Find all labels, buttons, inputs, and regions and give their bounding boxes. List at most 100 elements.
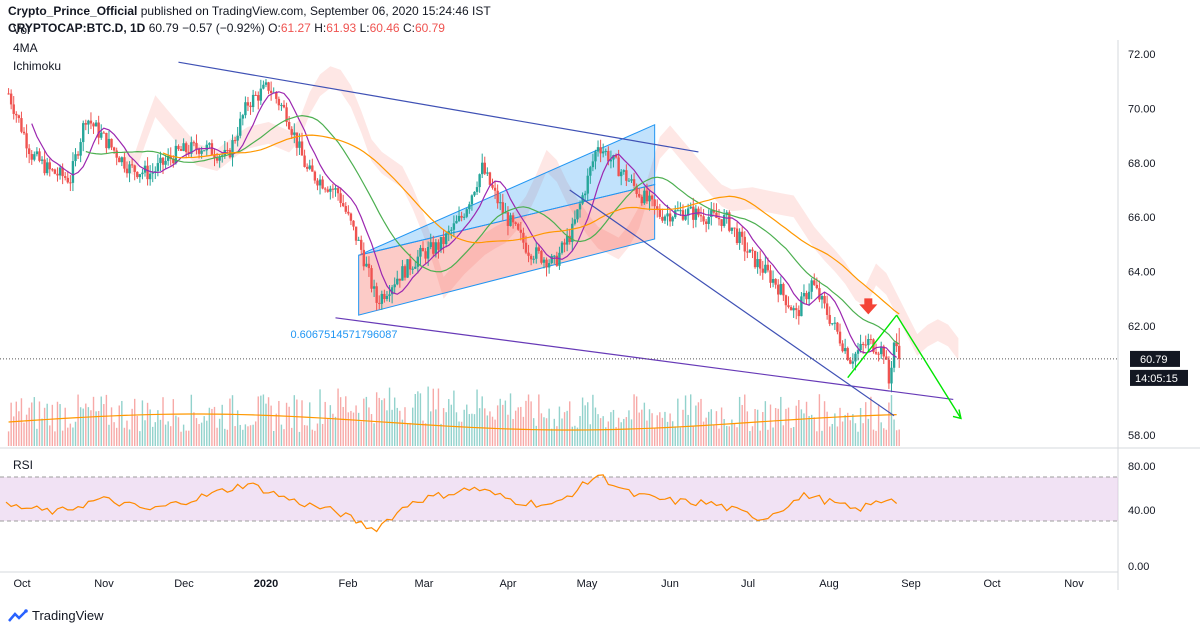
candle-body [383,293,386,300]
candle [58,164,62,180]
candle [730,227,734,235]
candle-body [393,284,396,288]
candle-body [802,293,806,297]
indicator-4ma[interactable]: 4MA [13,41,38,55]
candle-body [311,165,314,172]
volume-bar [844,414,846,446]
candle [697,206,700,218]
candle-body [360,239,363,250]
volume-bar [785,408,787,446]
candle-body [609,159,613,162]
volume-bar [623,418,625,446]
candle [733,227,736,237]
candle-body [398,278,402,281]
volume-bar [291,427,293,446]
candle [372,279,376,297]
candle-body [591,161,595,168]
candle-body [766,264,770,271]
open-value: 61.27 [280,21,311,35]
volume-bar [90,410,92,446]
candle-body [269,90,273,94]
candle-body [511,215,515,223]
trend-drawings[interactable]: 0.6067514571796087 [0,61,1118,420]
indicator-ichimoku[interactable]: Ichimoku [13,59,62,73]
rising-channel[interactable] [358,123,656,316]
rsi-band [0,477,1118,521]
candle [53,168,57,175]
indicator-rsi[interactable]: RSI [13,458,34,472]
candle [17,114,21,123]
projection-arrow-head [952,409,962,420]
price-badge [1130,350,1180,367]
high-label: H: [314,21,327,35]
candle-body [390,287,394,295]
candle-body [694,208,698,220]
volume-bar [466,404,468,446]
candle-body [380,293,384,304]
candle [784,294,788,314]
ma-mid-line [85,115,900,345]
indicator-vol[interactable]: Vol [13,23,30,37]
time-tick-label: 2020 [254,578,278,590]
candle-body [493,187,497,191]
candle-body [349,213,353,221]
volume-bar [203,416,205,446]
volume-bar [859,407,862,446]
volume-bar [759,430,761,446]
candle [267,81,270,95]
volume-bar [836,426,839,446]
volume-bar [700,398,702,446]
tradingview-logo[interactable]: TradingView [8,608,104,623]
candle [69,175,72,192]
candle [496,184,499,209]
author-name[interactable]: Crypto_Prince_Official [8,4,138,18]
candle-body [599,147,602,154]
candle-body [851,361,855,364]
candle-body [573,219,577,224]
candle [421,241,425,252]
volume-bar [530,401,532,446]
candle [864,335,867,349]
volume-bar [301,400,303,446]
candle-body [702,216,705,222]
tradingview-logo-icon [8,608,28,622]
volume-bar [661,417,664,446]
candle-body [509,215,512,226]
candle-body [846,348,849,360]
volume-bar [332,413,334,446]
candle [398,278,402,288]
candle [601,143,605,158]
candle [475,181,479,195]
candle-body [661,216,664,221]
candle-body [704,221,708,224]
candle [380,290,384,310]
candle [169,147,172,166]
candle-body [777,284,780,295]
candle-body [499,202,502,204]
candle [614,153,618,159]
candle [370,265,373,293]
volume-bar [391,409,393,446]
candle [625,164,628,187]
candle-body [426,246,430,259]
volume-bar [463,409,465,446]
candle [43,150,46,176]
candle [777,279,780,303]
volume-bar [412,407,414,446]
symbol-name[interactable]: CRYPTOCAP:BTC.D, 1D [8,21,146,35]
candle [246,96,250,112]
volume-bar [74,421,77,446]
candle-body [710,210,713,218]
candle [269,81,273,101]
candle [401,259,404,281]
candle [97,115,100,145]
candle [756,251,759,274]
candle [231,134,234,167]
volume-bar [504,400,507,446]
close-label: C: [402,21,415,35]
volume-bar [283,429,285,446]
volume-bar [126,420,128,446]
candle [679,202,682,216]
